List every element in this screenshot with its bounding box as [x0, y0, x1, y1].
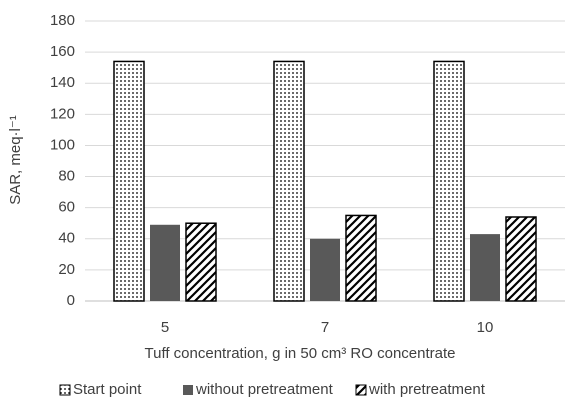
bar	[433, 60, 465, 302]
bar	[505, 216, 537, 302]
legend-swatch	[59, 384, 71, 396]
bar	[185, 222, 217, 302]
x-tick-label: 10	[477, 319, 494, 336]
legend-swatch	[355, 384, 367, 396]
legend-label: without pretreatment	[195, 381, 334, 398]
y-axis-label: SAR, meq·l⁻¹	[7, 115, 24, 205]
bar	[273, 60, 305, 302]
y-tick-label: 100	[50, 136, 75, 153]
y-tick-label: 40	[58, 230, 75, 247]
legend-swatch	[183, 385, 193, 395]
bar	[113, 60, 145, 302]
y-tick-label: 140	[50, 74, 75, 91]
y-tick-label: 80	[58, 168, 75, 185]
y-tick-label: 20	[58, 261, 75, 278]
bar	[470, 234, 500, 301]
x-tick-label: 5	[161, 319, 169, 336]
y-tick-label: 160	[50, 43, 75, 60]
legend-label: with pretreatment	[368, 381, 486, 398]
y-tick-label: 0	[67, 292, 75, 309]
legend-label: Start point	[73, 381, 142, 398]
bar	[345, 214, 377, 302]
y-tick-label: 180	[50, 12, 75, 29]
y-tick-label: 120	[50, 105, 75, 122]
bar	[310, 238, 340, 301]
x-axis-label: Tuff concentration, g in 50 cm³ RO conce…	[145, 345, 456, 362]
bar	[150, 224, 180, 301]
y-tick-label: 60	[58, 199, 75, 216]
x-tick-label: 7	[321, 319, 329, 336]
